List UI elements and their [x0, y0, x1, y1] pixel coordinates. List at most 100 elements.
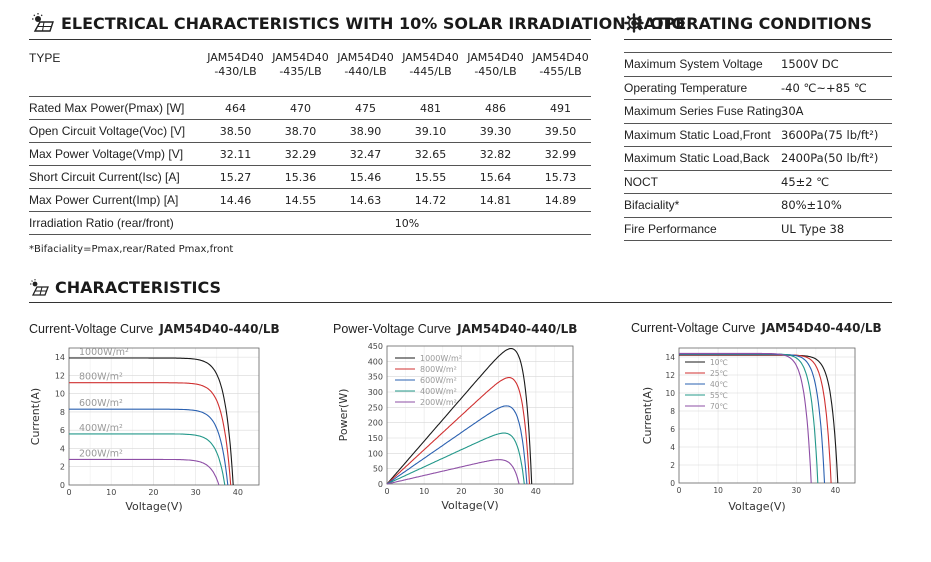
legend-label: 600W/m²: [420, 376, 457, 385]
y-tick-label: 2: [60, 463, 65, 472]
cell: 14.46: [219, 193, 252, 207]
y-tick-label: 4: [60, 444, 65, 453]
y-tick-label: 8: [60, 408, 65, 417]
solar-panel-icon: [30, 278, 49, 296]
cell: 38.90: [349, 124, 382, 138]
iv-temperature-chart: 0 10 20 30 40 0 2 4 6 8 10 12 14 Voltage(V) Current(A)…: [641, 347, 856, 513]
x-tick-label: 20: [752, 486, 762, 495]
row-label: Max Power Voltage(Vmp) [V]: [29, 147, 184, 161]
row-label: Maximum Series Fuse Rating: [624, 104, 782, 119]
cell: UL Type 38: [781, 221, 845, 236]
cell: 481: [420, 101, 441, 115]
cell: 14.89: [544, 193, 577, 207]
x-tick-label: 30: [792, 486, 802, 495]
characteristics-divider: [29, 302, 892, 303]
cell: 32.47: [349, 147, 382, 161]
x-tick-label: 30: [494, 487, 504, 496]
cell: 470: [290, 101, 311, 115]
x-tick-label: 40: [233, 488, 243, 497]
table-row: Rated Max Power(Pmax) [W] 464 470 475 48…: [29, 97, 591, 120]
legend-label: 40℃: [710, 380, 728, 389]
cell: 32.11: [219, 147, 252, 161]
cell: 39.10: [414, 124, 447, 138]
row-label: Max Power Current(Imp) [A]: [29, 193, 179, 207]
electrical-section-title: ELECTRICAL CHARACTERISTICS WITH 10% SOLA…: [29, 13, 685, 33]
cell: 464: [225, 101, 246, 115]
series-line: [386, 405, 528, 485]
characteristics-title-text: CHARACTERISTICS: [55, 278, 222, 297]
table-row: Short Circuit Current(Isc) [A] 15.27 15.…: [29, 166, 591, 189]
plot-frame: [68, 347, 260, 486]
x-tick-label: 10: [419, 487, 429, 496]
table-row: Max Power Voltage(Vmp) [V] 32.11 32.29 3…: [29, 143, 591, 166]
legend-label: 600W/m²: [79, 398, 123, 409]
table-row: Maximum Static Load,Front 3600Pa(75 lb/ft…: [624, 124, 892, 147]
table-row: Maximum Series Fuse Rating 30A: [624, 100, 892, 124]
cell: 38.70: [284, 124, 317, 138]
series-line: [69, 408, 229, 486]
y-tick-label: 200: [368, 419, 383, 428]
y-tick-label: 12: [55, 371, 65, 380]
x-tick-label: 20: [148, 488, 158, 497]
cell: 10%: [394, 216, 420, 230]
series-line: [679, 353, 826, 484]
iv-curve-chart: 0 10 20 30 40 0 2 4 6 8 10 12 14 Voltage(V) Current(A)…: [29, 347, 260, 513]
x-tick-label: 40: [531, 487, 541, 496]
legend-label: 400W/m²: [79, 423, 123, 434]
row-label: Open Circuit Voltage(Voc) [V]: [29, 124, 186, 138]
legend-label: 70℃: [710, 402, 728, 411]
operating-section-title: OPERATING CONDITIONS: [624, 13, 872, 33]
x-tick-label: 0: [66, 488, 71, 497]
y-tick-label: 8: [670, 407, 675, 416]
cell: 1500V DC: [781, 57, 839, 72]
y-tick-label: 300: [368, 388, 383, 397]
y-tick-label: 250: [368, 403, 383, 412]
model-header: JAM54D40 -450/LB: [467, 51, 524, 78]
series-line: [69, 433, 226, 486]
legend-label: 200W/m²: [420, 398, 457, 407]
table-row: Fire Performance UL Type 38: [624, 218, 892, 241]
y-tick-label: 0: [60, 481, 65, 490]
row-label: Operating Temperature: [624, 80, 748, 95]
cell: 14.72: [414, 193, 447, 207]
characteristics-section-title: CHARACTERISTICS: [29, 278, 221, 297]
table-row: Maximum System Voltage 1500V DC: [624, 52, 892, 77]
legend-label: 25℃: [710, 369, 728, 378]
series-line: [386, 459, 520, 485]
series-line: [386, 432, 525, 485]
table-row: Bifaciality* 80%±10%: [624, 194, 892, 218]
table-row: Operating Temperature -40 ℃~+85 ℃: [624, 77, 892, 100]
type-label: TYPE: [29, 51, 61, 65]
pv-curve-chart: 0 10 20 30 40050100150200250300350400450Volt…: [337, 342, 574, 512]
cell: 475: [355, 101, 376, 115]
table-row: NOCT 45±2 ℃: [624, 171, 892, 194]
cell: 32.29: [284, 147, 317, 161]
chart-title: Power-Voltage Curve JAM54D40-440/LB: [333, 322, 578, 336]
legend-label: 400W/m²: [420, 387, 457, 396]
y-tick-label: 350: [368, 373, 383, 382]
x-tick-label: 10: [713, 486, 723, 495]
y-tick-label: 150: [368, 434, 383, 443]
row-label: Short Circuit Current(Isc) [A]: [29, 170, 180, 184]
electrical-divider: [29, 39, 591, 40]
x-axis-label: Voltage(V): [125, 500, 182, 513]
table-header-row: TYPE JAM54D40 -430/LB JAM54D40 -435/LB JAM…: [29, 47, 591, 97]
series-line: [386, 347, 533, 485]
y-tick-label: 12: [665, 371, 675, 380]
legend-label: 800W/m²: [420, 365, 457, 374]
solar-panel-icon: [32, 13, 54, 32]
chart-title: Current-Voltage Curve JAM54D40-440/LB: [29, 322, 280, 336]
cell: 14.81: [479, 193, 512, 207]
series-line: [679, 352, 812, 484]
cell: 15.55: [414, 170, 447, 184]
y-tick-label: 0: [670, 479, 675, 488]
cell: 491: [550, 101, 571, 115]
legend-label: 10℃: [710, 358, 728, 367]
operating-table: Maximum System Voltage 1500V DC Operating…: [624, 52, 892, 241]
row-label: Rated Max Power(Pmax) [W]: [29, 101, 185, 115]
cell: 2400Pa(50 lb/ft²): [781, 151, 879, 166]
y-tick-label: 6: [670, 425, 675, 434]
legend-label: 800W/m²: [79, 372, 123, 383]
legend-label: 200W/m²: [79, 448, 123, 459]
cell: 14.63: [349, 193, 382, 207]
